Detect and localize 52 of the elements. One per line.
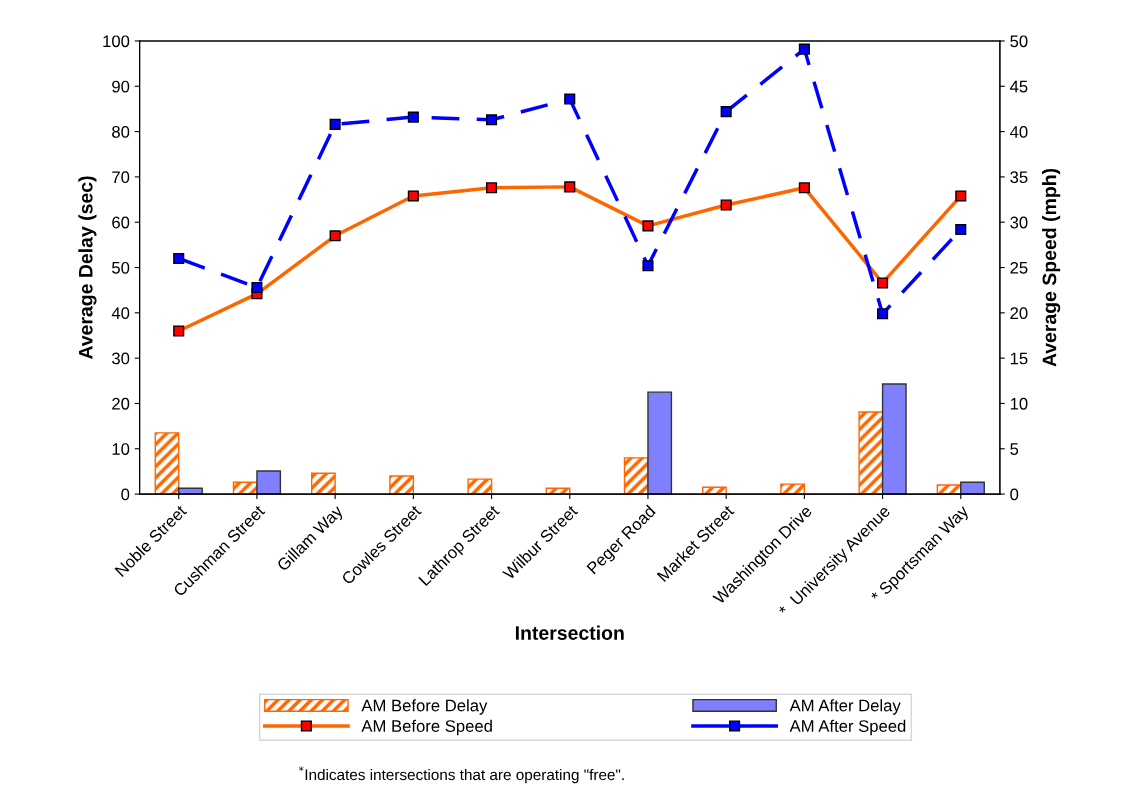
legend-label: AM After Delay — [789, 699, 901, 715]
y2-tick-label: 15 — [1010, 352, 1028, 365]
bar — [623, 457, 649, 495]
bar — [310, 472, 336, 495]
y2-tick-label: 5 — [1010, 443, 1019, 455]
point — [173, 252, 185, 265]
y-tick-label: 60 — [112, 216, 130, 229]
y2-tick-label: 50 — [1010, 35, 1028, 48]
y-tick-label: 10 — [112, 443, 130, 455]
y-tick-label: 20 — [112, 397, 130, 410]
x-axis-title: Intersection — [515, 625, 624, 640]
y2-tick-label: 35 — [1010, 171, 1028, 184]
y2-tick-label: 25 — [1010, 261, 1028, 274]
y-tick-label: 100 — [103, 35, 130, 48]
y-tick-label: 80 — [112, 126, 130, 138]
y-tick-label: 70 — [112, 171, 130, 184]
y2-tick-label: 40 — [1009, 126, 1028, 138]
y2-tick-label: 45 — [1009, 80, 1028, 93]
point — [564, 93, 576, 105]
point — [642, 260, 654, 272]
y2-tick-label: 0 — [1010, 488, 1019, 501]
y-tick-label: 50 — [112, 261, 130, 274]
y-tick-label: 0 — [121, 488, 130, 501]
bar — [154, 432, 180, 495]
point — [877, 308, 889, 320]
bar — [858, 411, 884, 495]
bar — [389, 475, 415, 495]
y2-tick-label: 20 — [1010, 307, 1028, 320]
y-tick-label: 90 — [112, 80, 130, 93]
y2-axis-title: Average Speed (mph) — [1042, 168, 1061, 367]
point — [798, 43, 810, 55]
legend-label: AM Before Delay — [361, 699, 488, 715]
point — [955, 223, 967, 236]
bar — [467, 478, 493, 495]
y2-tick-label: 10 — [1010, 397, 1028, 410]
y-tick-label: 30 — [112, 352, 130, 365]
text: $^{*}$Indicates intersections that are operating "free". — [298, 766, 624, 784]
legend-label: AM Before Speed — [361, 719, 492, 736]
point — [251, 281, 263, 294]
point — [485, 114, 498, 126]
legend-label: AM After Speed — [789, 719, 906, 736]
bar — [178, 487, 203, 495]
y-axis-title: Average Delay (sec) — [78, 176, 97, 360]
point — [407, 111, 419, 123]
y-tick-label: 40 — [111, 307, 130, 320]
point — [720, 106, 732, 118]
y2-tick-label: 30 — [1010, 216, 1028, 229]
point — [329, 118, 341, 130]
bar — [881, 383, 907, 495]
bar — [256, 470, 282, 495]
bar — [780, 483, 806, 495]
bar — [647, 391, 673, 495]
